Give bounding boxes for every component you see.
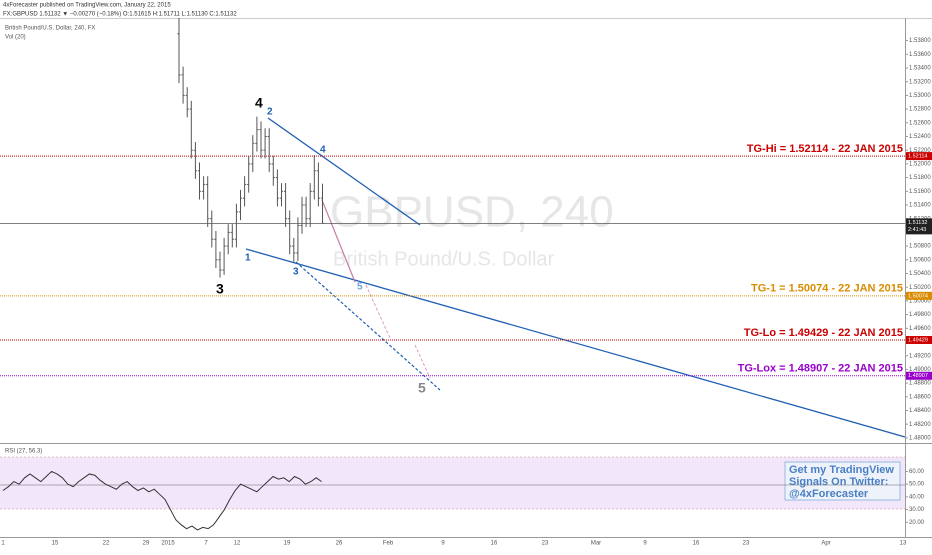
- y-tick-label: 1.52600: [909, 120, 931, 126]
- wave-label: 4: [255, 95, 263, 111]
- wave-label: 3: [293, 267, 299, 278]
- y-tick-label: 1.51800: [909, 175, 931, 181]
- level-label: TG-Hi = 1.52114 - 22 JAN 2015: [747, 143, 903, 155]
- price-tag: [906, 336, 932, 345]
- wave-label: 2: [267, 107, 273, 118]
- promo: Signals On Twitter:: [789, 476, 888, 488]
- y-tick-label: 1.51600: [909, 189, 931, 195]
- projection: [295, 261, 441, 391]
- x-tick-label: 23: [743, 541, 750, 547]
- y-tick-label: 1.50800: [909, 244, 931, 250]
- x-tick-label: 22: [103, 541, 110, 547]
- y-tick-label: 1.50400: [909, 271, 931, 277]
- price-tag-text: 1.49429: [908, 337, 928, 343]
- level-label: TG-Lox = 1.48907 - 22 JAN 2015: [738, 363, 903, 375]
- x-tick-label: 9: [643, 541, 647, 547]
- price-tag-text: 1.51132: [908, 220, 927, 226]
- y-tick-label: 50.00: [909, 482, 925, 488]
- x-tick-label: 15: [52, 541, 59, 547]
- x-tick-label: 1: [1, 541, 5, 547]
- price-tag-text: 1.50074: [908, 293, 928, 299]
- rsi-line: [2, 470, 322, 531]
- y-tick-label: 1.52200: [909, 148, 931, 154]
- countdown: 2:41:43: [908, 227, 926, 233]
- price-tag: [906, 218, 932, 235]
- y-tick-label: 1.53800: [909, 38, 931, 44]
- promo: @4xForecaster: [789, 488, 869, 500]
- promo-box: [784, 461, 901, 501]
- rsi-title: RSI (27, 56.3): [5, 449, 42, 455]
- y-tick-label: 1.49200: [909, 353, 931, 359]
- quote: FX:GBPUSD 1.51132 ▼ −0.00270 (−0.18%) O:…: [3, 12, 237, 18]
- arrow: [321, 199, 356, 283]
- x-tick-label: 16: [693, 541, 700, 547]
- y-tick-label: 30.00: [909, 507, 925, 513]
- volume-legend: Vol (20): [5, 35, 26, 41]
- x-tick-label: 12: [234, 541, 241, 547]
- wave-label: 4: [320, 145, 326, 156]
- wave-label: 5: [418, 380, 426, 396]
- level-label: TG-Lo = 1.49429 - 22 JAN 2015: [744, 327, 903, 339]
- price-tag: [906, 371, 932, 380]
- y-tick-label: 1.52800: [909, 107, 931, 113]
- price-tag-text: 1.52114: [908, 154, 927, 160]
- x-tick-label: 19: [284, 541, 291, 547]
- y-tick-label: 1.48800: [909, 381, 931, 387]
- y-tick-label: 1.50000: [909, 298, 931, 304]
- rsi-band: [0, 457, 905, 509]
- y-tick-label: 1.53200: [909, 79, 931, 85]
- x-tick-label: 26: [336, 541, 343, 547]
- wave-label: 5: [357, 282, 363, 293]
- price-tag: [906, 291, 932, 300]
- x-tick-label: 13: [900, 541, 907, 547]
- price-tag: [906, 152, 932, 161]
- level-label: TG-1 = 1.50074 - 22 JAN 2015: [751, 283, 903, 295]
- y-tick-label: 60.00: [909, 469, 925, 475]
- y-tick-label: 1.48200: [909, 422, 931, 428]
- x-tick-label: 9: [441, 541, 445, 547]
- y-tick-label: 1.49600: [909, 326, 931, 332]
- trendline: [245, 248, 906, 438]
- y-tick-label: 1.53400: [909, 66, 931, 72]
- price-tag-text: 1.48907: [908, 373, 928, 379]
- arrow: [414, 344, 431, 379]
- y-tick-label: 1.51400: [909, 203, 931, 209]
- x-tick-label: 2015: [161, 541, 175, 547]
- x-tick-label: Feb: [383, 541, 394, 547]
- watermark: GBPUSD, 240: [330, 188, 614, 237]
- wave-label: 3: [216, 281, 224, 297]
- y-tick-label: 1.48400: [909, 408, 931, 414]
- y-tick-label: 40.00: [909, 494, 925, 500]
- x-tick-label: 16: [491, 541, 498, 547]
- wave-label: 1: [245, 253, 251, 264]
- y-tick-label: 1.52400: [909, 134, 931, 140]
- y-tick-label: 1.50600: [909, 257, 931, 263]
- y-tick-label: 1.53600: [909, 52, 931, 58]
- legend: British Pound/U.S. Dollar, 240, FX: [5, 26, 95, 32]
- y-tick-label: 1.49000: [909, 367, 931, 373]
- y-tick-label: 1.52000: [909, 161, 931, 167]
- x-tick-label: Mar: [591, 541, 601, 547]
- x-tick-label: Apr: [821, 541, 830, 547]
- x-tick-label: 7: [204, 541, 208, 547]
- y-tick-label: 1.53000: [909, 93, 931, 99]
- promo: Get my TradingView: [789, 464, 894, 476]
- x-tick-label: 23: [542, 541, 549, 547]
- x-tick-label: 29: [143, 541, 150, 547]
- trendline: [267, 117, 421, 226]
- y-tick-label: 1.50200: [909, 285, 931, 291]
- y-tick-label: 1.49800: [909, 312, 931, 318]
- watermark-sub: British Pound/U.S. Dollar: [333, 248, 555, 270]
- y-tick-label: 1.48000: [909, 435, 931, 441]
- y-tick-label: 20.00: [909, 520, 925, 526]
- y-tick-label: 1.48600: [909, 394, 931, 400]
- publisher: 4xForecaster published on TradingView.co…: [3, 3, 171, 9]
